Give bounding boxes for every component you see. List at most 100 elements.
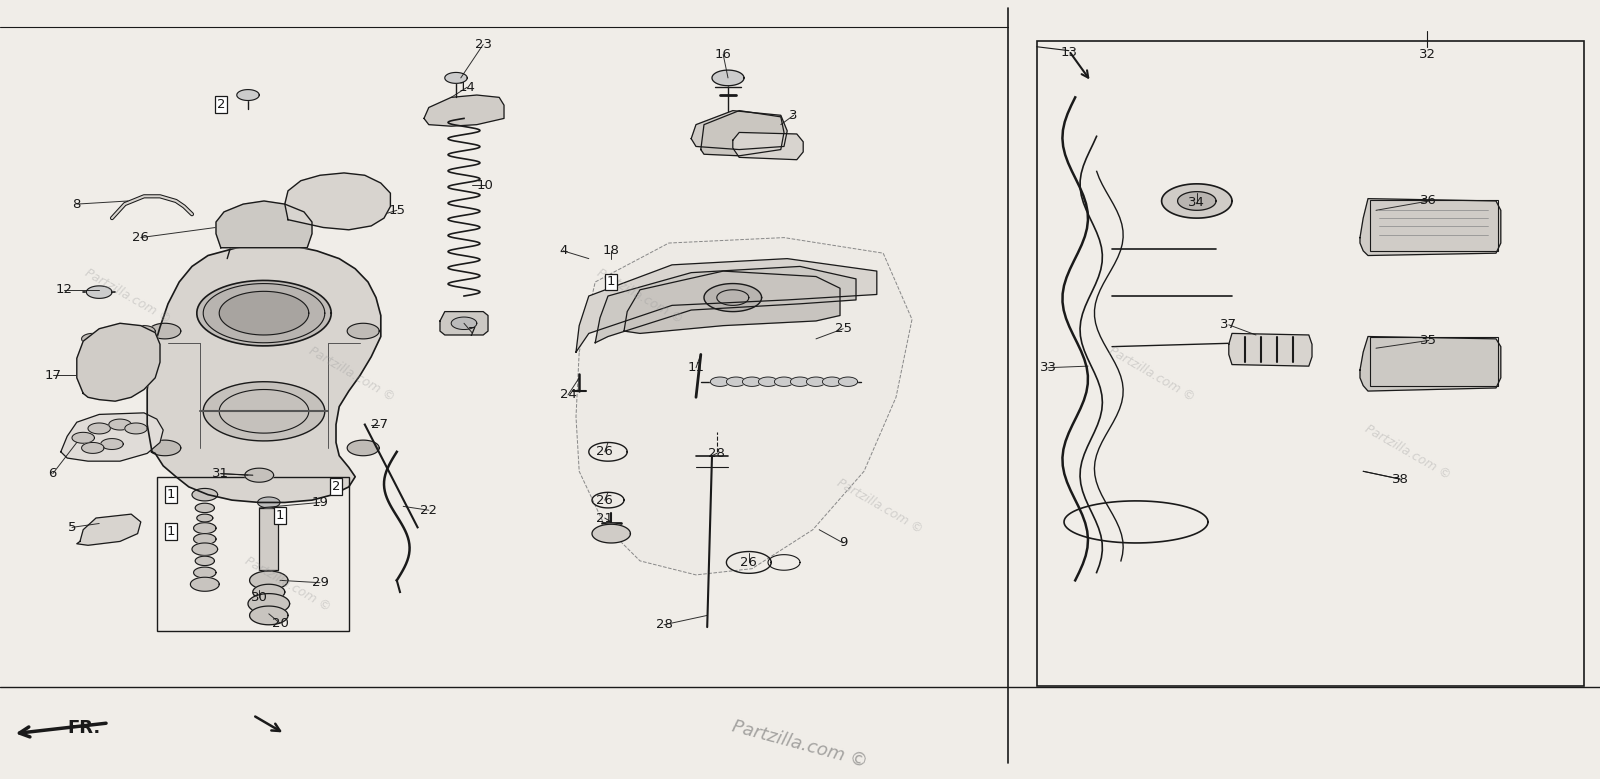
Polygon shape bbox=[742, 377, 762, 386]
Polygon shape bbox=[1162, 184, 1232, 218]
Text: 11: 11 bbox=[688, 361, 704, 374]
Polygon shape bbox=[194, 534, 216, 545]
Polygon shape bbox=[576, 259, 877, 352]
Polygon shape bbox=[190, 577, 219, 591]
Polygon shape bbox=[109, 419, 131, 430]
Text: 19: 19 bbox=[312, 496, 328, 509]
Text: 3: 3 bbox=[789, 109, 798, 122]
Polygon shape bbox=[712, 70, 744, 86]
Polygon shape bbox=[1360, 337, 1501, 391]
Polygon shape bbox=[806, 377, 826, 386]
Polygon shape bbox=[216, 201, 312, 248]
Text: 8: 8 bbox=[72, 198, 82, 210]
Polygon shape bbox=[133, 326, 155, 337]
Polygon shape bbox=[790, 377, 810, 386]
Text: 37: 37 bbox=[1221, 319, 1237, 331]
Text: 38: 38 bbox=[1392, 473, 1408, 485]
Polygon shape bbox=[822, 377, 842, 386]
Text: 26: 26 bbox=[597, 446, 613, 458]
Text: 25: 25 bbox=[835, 323, 851, 335]
Bar bbox=[157, 477, 349, 631]
Text: Partzilla.com ©: Partzilla.com © bbox=[83, 266, 173, 326]
Polygon shape bbox=[250, 606, 288, 625]
Text: Partzilla.com ©: Partzilla.com © bbox=[835, 477, 925, 536]
Polygon shape bbox=[77, 323, 160, 401]
Text: 16: 16 bbox=[715, 48, 731, 61]
Polygon shape bbox=[88, 423, 110, 434]
Polygon shape bbox=[310, 187, 368, 215]
Text: 22: 22 bbox=[421, 504, 437, 516]
Polygon shape bbox=[451, 317, 477, 330]
Text: 1: 1 bbox=[275, 509, 285, 522]
Polygon shape bbox=[86, 286, 112, 298]
Polygon shape bbox=[1229, 333, 1312, 366]
Polygon shape bbox=[149, 323, 181, 339]
Polygon shape bbox=[195, 556, 214, 566]
Polygon shape bbox=[77, 514, 141, 545]
Polygon shape bbox=[691, 111, 787, 150]
Polygon shape bbox=[192, 543, 218, 555]
Polygon shape bbox=[197, 514, 213, 522]
Polygon shape bbox=[82, 382, 104, 393]
Text: 20: 20 bbox=[272, 617, 288, 629]
Polygon shape bbox=[194, 523, 216, 534]
Polygon shape bbox=[424, 95, 504, 126]
Polygon shape bbox=[258, 497, 280, 508]
Text: 13: 13 bbox=[1061, 46, 1077, 58]
Polygon shape bbox=[250, 571, 288, 590]
Polygon shape bbox=[197, 280, 331, 346]
Text: 26: 26 bbox=[597, 494, 613, 506]
Text: 1: 1 bbox=[166, 525, 176, 538]
Text: 31: 31 bbox=[213, 467, 229, 480]
Polygon shape bbox=[595, 266, 856, 343]
Text: Partzilla.com ©: Partzilla.com © bbox=[730, 717, 870, 770]
Polygon shape bbox=[701, 111, 784, 156]
Text: 33: 33 bbox=[1040, 361, 1056, 374]
Polygon shape bbox=[245, 468, 274, 482]
Polygon shape bbox=[101, 439, 123, 449]
Polygon shape bbox=[347, 323, 379, 339]
Polygon shape bbox=[710, 377, 730, 386]
Polygon shape bbox=[1178, 192, 1216, 210]
Polygon shape bbox=[82, 333, 104, 344]
Text: 18: 18 bbox=[603, 245, 619, 257]
Polygon shape bbox=[733, 132, 803, 160]
Text: 10: 10 bbox=[477, 179, 493, 192]
Polygon shape bbox=[125, 423, 147, 434]
Polygon shape bbox=[248, 594, 290, 614]
Polygon shape bbox=[592, 524, 630, 543]
Polygon shape bbox=[774, 377, 794, 386]
Text: 23: 23 bbox=[475, 38, 491, 51]
Text: Partzilla.com ©: Partzilla.com © bbox=[1107, 344, 1197, 404]
Polygon shape bbox=[192, 488, 218, 501]
Text: 4: 4 bbox=[558, 245, 568, 257]
Polygon shape bbox=[726, 377, 746, 386]
Text: 9: 9 bbox=[838, 537, 848, 549]
Polygon shape bbox=[82, 442, 104, 453]
Text: 26: 26 bbox=[133, 231, 149, 244]
Text: 32: 32 bbox=[1419, 48, 1435, 61]
Text: 35: 35 bbox=[1421, 334, 1437, 347]
Text: 5: 5 bbox=[67, 521, 77, 534]
Polygon shape bbox=[445, 72, 467, 83]
Polygon shape bbox=[203, 284, 325, 343]
Polygon shape bbox=[219, 291, 309, 335]
Text: 36: 36 bbox=[1421, 195, 1437, 207]
Bar bbox=[259, 508, 278, 570]
Text: 24: 24 bbox=[560, 389, 576, 401]
Text: 1: 1 bbox=[606, 276, 616, 288]
Polygon shape bbox=[440, 312, 488, 335]
Polygon shape bbox=[61, 413, 163, 461]
Polygon shape bbox=[758, 377, 778, 386]
Bar bbox=[1370, 337, 1498, 386]
Text: 12: 12 bbox=[56, 284, 72, 296]
Text: 14: 14 bbox=[459, 81, 475, 93]
Polygon shape bbox=[72, 432, 94, 443]
Polygon shape bbox=[1360, 199, 1501, 256]
Bar bbox=[1370, 200, 1498, 251]
Polygon shape bbox=[195, 503, 214, 513]
Text: Partzilla.com ©: Partzilla.com © bbox=[243, 555, 333, 614]
Polygon shape bbox=[838, 377, 858, 386]
Text: 27: 27 bbox=[371, 418, 387, 431]
Polygon shape bbox=[576, 238, 912, 575]
